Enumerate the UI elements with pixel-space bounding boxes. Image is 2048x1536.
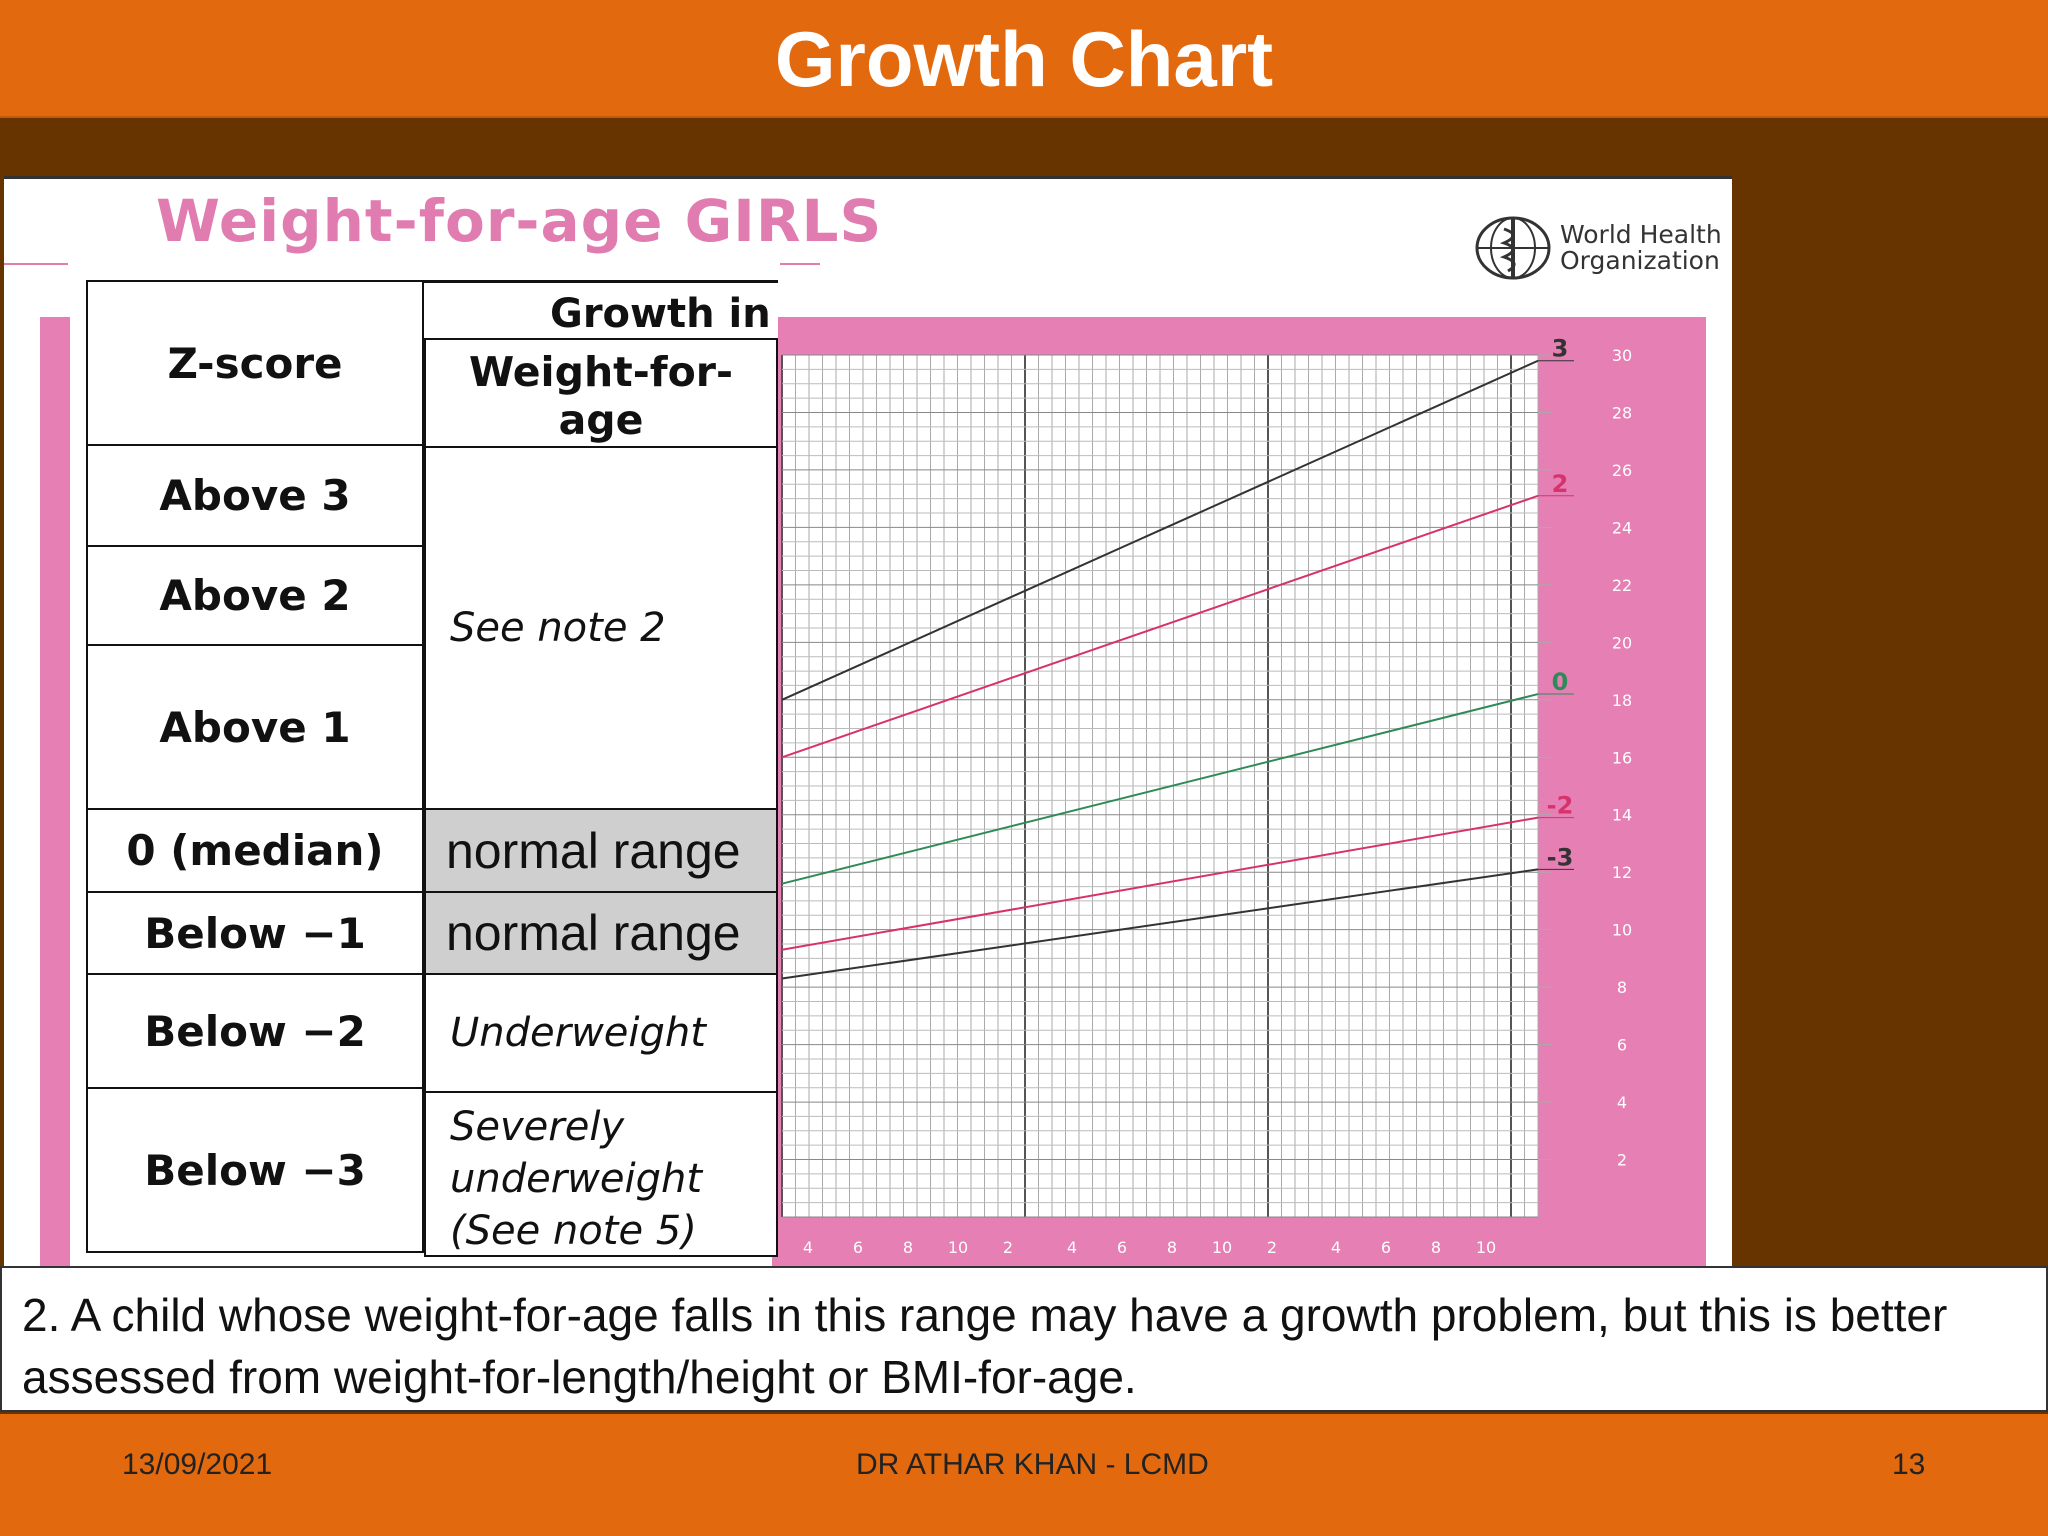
x-tick-label: 10: [1476, 1238, 1496, 1257]
x-tick-label: 2: [1003, 1238, 1013, 1257]
zscore-row: 0 (median): [86, 808, 424, 893]
series-line--3: [781, 868, 1539, 980]
zscore-row: Above 1: [86, 644, 424, 810]
weight-for-age-line2: age: [558, 396, 644, 444]
y-tick-label: 14: [1612, 806, 1632, 825]
x-tick-label: 8: [1431, 1238, 1441, 1257]
series-line--2: [781, 816, 1539, 951]
x-tick-label: 10: [1212, 1238, 1232, 1257]
y-tick-label: 8: [1617, 978, 1627, 997]
who-emblem-icon: [1475, 216, 1551, 280]
see-note-2-cell: See note 2: [424, 446, 778, 810]
zscore-header: Z-score: [86, 280, 424, 446]
severe-line2: underweight: [450, 1156, 703, 1202]
y-tick-label: 22: [1612, 576, 1632, 595]
y-tick-label: 30: [1612, 346, 1632, 365]
y-tick-label: 2: [1617, 1151, 1627, 1170]
x-tick-label: 2: [1267, 1238, 1277, 1257]
zscore-row: Below −2: [86, 973, 424, 1089]
y-tick-label: 24: [1612, 518, 1632, 537]
y-tick-label: 12: [1612, 863, 1632, 882]
y-tick-label: 4: [1617, 1093, 1627, 1112]
y-tick-label: 16: [1612, 748, 1632, 767]
series-label: 3: [1552, 335, 1569, 363]
series-label: -3: [1547, 843, 1574, 871]
underweight-cell: Underweight: [424, 973, 778, 1093]
slide-header: Growth Chart: [0, 0, 2048, 118]
weight-for-age-header: Weight-for- age: [424, 338, 778, 448]
zscore-row: Below −3: [86, 1087, 424, 1253]
y-tick-label: 26: [1612, 461, 1632, 480]
zscore-row: Above 2: [86, 545, 424, 646]
footer-page-number: 13: [1892, 1448, 1926, 1481]
y-tick-label: 28: [1612, 403, 1632, 422]
who-logo: World Health Organization: [1474, 215, 1722, 281]
zscore-row: Below −1: [86, 891, 424, 975]
severe-line3: (See note 5): [450, 1208, 697, 1254]
slide-title: Growth Chart: [774, 15, 1274, 103]
series-line-2: [781, 494, 1539, 759]
footer-author: DR ATHAR KHAN - LCMD: [856, 1448, 1209, 1481]
chart-left-margin: [40, 317, 70, 1269]
x-tick-label: 6: [1381, 1238, 1391, 1257]
who-name-line1: World Health: [1560, 220, 1722, 249]
title-rule-left: [4, 263, 68, 265]
normal-range-cell: normal range: [424, 808, 778, 893]
slide-footer: 13/09/2021 DR ATHAR KHAN - LCMD 13: [0, 1414, 2048, 1536]
title-rule-right: [780, 263, 820, 265]
x-tick-label: 8: [1167, 1238, 1177, 1257]
chart-panel: Weight-for-age GIRLS World Health Organi…: [4, 176, 1732, 1269]
x-tick-label: 4: [1067, 1238, 1077, 1257]
series-label: 0: [1552, 668, 1569, 696]
footnote-box: 2. A child whose weight-for-age falls in…: [0, 1266, 2048, 1412]
zscore-table: Z-score Above 3 Above 2 Above 1 0 (media…: [86, 280, 778, 1257]
series-label: 2: [1552, 470, 1569, 498]
severely-underweight-cell: Severely underweight (See note 5): [424, 1091, 778, 1257]
growth-header-top: Growth in: [424, 280, 778, 340]
growth-chart: 2 4 6 8 10 12 14 16 18 20 22 24 26 28 30 4 6 8 10 2 4 6 8 10 2 4 6…: [772, 317, 1706, 1269]
severe-line1: Severely: [450, 1104, 625, 1150]
y-tick-label: 6: [1617, 1036, 1627, 1055]
who-name-line2: Organization: [1560, 246, 1720, 275]
who-name: World Health Organization: [1560, 222, 1722, 274]
x-tick-label: 6: [853, 1238, 863, 1257]
weight-for-age-line1: Weight-for-: [468, 348, 734, 396]
y-tick-label: 18: [1612, 691, 1632, 710]
x-tick-label: 10: [948, 1238, 968, 1257]
x-tick-label: 6: [1117, 1238, 1127, 1257]
x-tick-label: 4: [803, 1238, 813, 1257]
series-line-0: [781, 693, 1539, 885]
zscore-row: Above 3: [86, 444, 424, 547]
x-tick-label: 4: [1331, 1238, 1341, 1257]
y-tick-label: 20: [1612, 633, 1632, 652]
footnote-text: 2. A child whose weight-for-age falls in…: [22, 1289, 1948, 1403]
x-tick-label: 8: [903, 1238, 913, 1257]
growth-header-label: Growth in: [550, 291, 771, 337]
series-line-3: [781, 359, 1539, 701]
series-label: -2: [1547, 792, 1574, 820]
footer-date: 13/09/2021: [122, 1448, 273, 1481]
chart-title: Weight-for-age GIRLS: [156, 187, 883, 255]
normal-range-cell: normal range: [424, 891, 778, 975]
y-tick-label: 10: [1612, 921, 1632, 940]
